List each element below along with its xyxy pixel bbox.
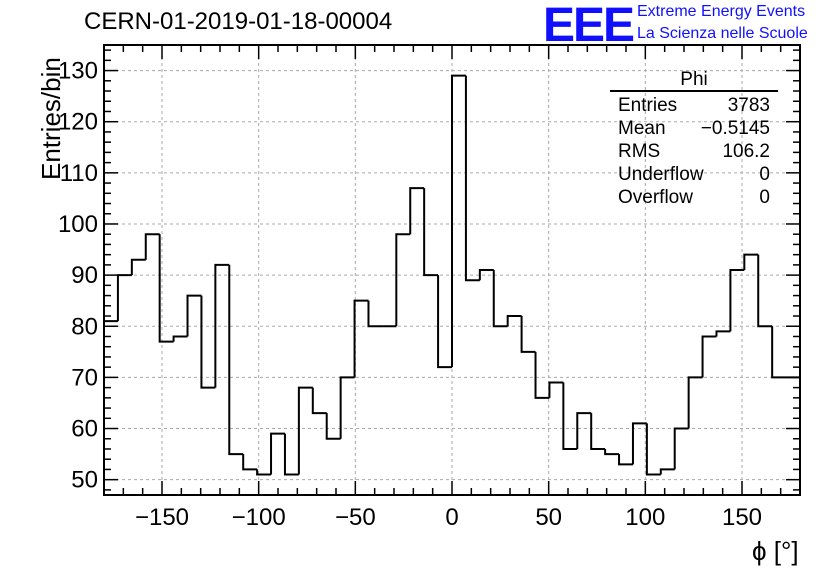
histogram-bin (409, 187, 425, 235)
histogram-bin (116, 274, 132, 322)
stats-title: Phi (610, 70, 778, 92)
y-tick-label: 100 (58, 211, 98, 238)
x-tick-label: −50 (335, 504, 376, 531)
y-tick-label: 70 (71, 364, 98, 391)
x-tick-label: −100 (232, 504, 286, 531)
stats-value: 0 (759, 164, 770, 185)
stats-value: −0.5145 (700, 118, 770, 139)
stats-value: 3783 (727, 95, 770, 116)
logo-caption-line2: La Scienza nelle Scuole (637, 25, 808, 42)
histogram-bin (576, 412, 592, 449)
stats-label: Mean (618, 118, 666, 139)
histogram-bin (520, 316, 536, 353)
stats-row-underflow: Underflow 0 (610, 163, 778, 186)
histogram-bin (534, 351, 550, 399)
y-tick-label: 110 (60, 160, 98, 187)
x-tick-label: 150 (722, 504, 762, 531)
histogram-bin (757, 254, 773, 328)
eee-logo: EEE (543, 0, 635, 52)
x-axis-label: ϕ [°] (752, 536, 799, 566)
tick-labels: −150 −100 −50 0 50 100 150 50 60 70 80 90 100 110 120 1… (58, 58, 762, 531)
histogram-bin (130, 258, 146, 276)
histogram-bin (158, 234, 174, 343)
histogram-bin (242, 454, 258, 471)
x-tick-label: 50 (535, 504, 562, 531)
y-tick-label: 120 (58, 109, 98, 136)
histogram-bin (464, 75, 480, 282)
histogram-bin (492, 270, 508, 328)
stats-value: 0 (759, 187, 770, 208)
logo-caption-line1: Extreme Energy Events (637, 3, 806, 20)
histogram-bin (548, 381, 564, 398)
histogram-bin (339, 376, 355, 439)
y-tick-label: 80 (71, 313, 98, 340)
stats-label: Overflow (618, 187, 693, 208)
histogram-bin (395, 233, 411, 327)
histogram-bin (297, 386, 313, 475)
y-axis-label: Entries/bin (36, 57, 66, 180)
x-tick-label: −150 (135, 504, 189, 531)
stats-row-entries: Entries 3783 (610, 94, 778, 117)
histogram-bin (631, 422, 647, 465)
stats-row-rms: RMS 106.2 (610, 140, 778, 163)
histogram-bin (659, 468, 675, 475)
histogram-bin (270, 432, 285, 475)
histogram-bin (604, 448, 620, 456)
histogram-bin (256, 469, 272, 476)
stats-label: RMS (618, 141, 661, 162)
histogram-bin (729, 269, 745, 332)
stats-row-overflow: Overflow 0 (610, 186, 778, 209)
histogram-bin (506, 315, 522, 327)
histogram-bin (478, 269, 494, 281)
histogram-bin (228, 264, 244, 456)
histogram-bin (673, 427, 689, 470)
histogram-bin (771, 326, 787, 379)
histogram-bin (325, 413, 341, 440)
histogram-bin (437, 275, 452, 369)
histogram-bin (200, 295, 216, 389)
stats-value: 106.2 (722, 141, 770, 162)
histogram-bin (645, 423, 661, 476)
stats-box: Phi Entries 3783 Mean −0.5145 RMS 106.2 … (610, 70, 778, 209)
histogram-bin (172, 335, 188, 342)
run-title: CERN-01-2019-01-18-00004 (84, 8, 393, 35)
histogram-bin (715, 330, 731, 337)
histogram-bin (311, 387, 327, 415)
histogram-bin (214, 263, 230, 388)
y-tick-label: 90 (71, 262, 98, 289)
histogram-bin (786, 376, 801, 495)
histogram-bin (687, 376, 703, 429)
stats-label: Entries (618, 95, 678, 116)
histogram-bin (562, 382, 578, 450)
histogram-bin (701, 335, 717, 378)
stats-row-mean: Mean −0.5145 (610, 117, 778, 140)
histogram-bin (451, 74, 466, 368)
histogram-bin (743, 253, 759, 270)
x-tick-label: 0 (445, 504, 458, 531)
histogram-bin (353, 299, 369, 378)
y-axis-label-wrapper: Entries/bin (8, 57, 66, 190)
axes-frame (103, 44, 801, 496)
histogram-bin (618, 454, 633, 466)
y-tick-label: 130 (58, 58, 98, 85)
histogram-bin (186, 294, 202, 337)
y-tick-label: 50 (71, 467, 98, 494)
histogram-bin (367, 300, 383, 328)
x-tick-label: 100 (625, 504, 665, 531)
stats-label: Underflow (618, 164, 704, 185)
histogram-bin (590, 413, 606, 450)
y-tick-label: 60 (71, 416, 98, 443)
histogram-bin (283, 433, 299, 476)
histogram-bin (144, 233, 160, 260)
histogram-bin (423, 188, 439, 277)
